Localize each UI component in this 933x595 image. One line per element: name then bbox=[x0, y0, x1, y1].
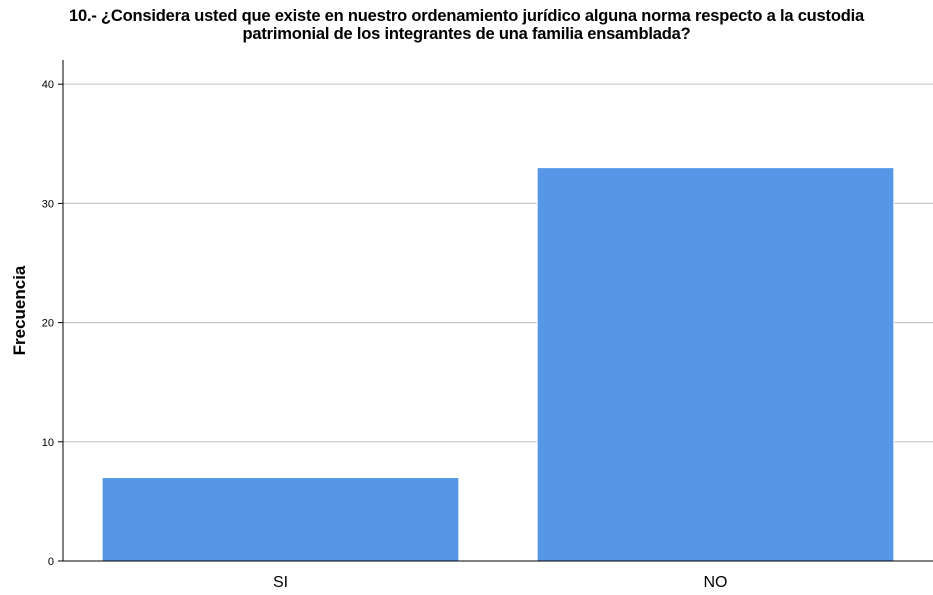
bars bbox=[101, 167, 895, 562]
chart-title: 10.- ¿Considera usted que existe en nues… bbox=[0, 7, 933, 43]
y-axis-title: Frecuencia bbox=[10, 265, 29, 355]
bar-no bbox=[536, 167, 895, 562]
labels: 0 10 20 30 40 SI NO Frecuencia bbox=[10, 79, 728, 591]
y-tick-label: 0 bbox=[48, 556, 54, 568]
chart-title-line-2: patrimonial de los integrantes de una fa… bbox=[242, 25, 691, 43]
chart-title-line-1: 10.- ¿Considera usted que existe en nues… bbox=[69, 7, 864, 25]
y-tick-label: 30 bbox=[42, 198, 54, 210]
axes bbox=[58, 60, 933, 562]
y-tick-label: 40 bbox=[42, 79, 54, 91]
y-tick-label: 10 bbox=[42, 437, 54, 449]
bar-si bbox=[101, 477, 460, 562]
x-category-label: NO bbox=[704, 574, 728, 591]
y-tick-label: 20 bbox=[42, 318, 54, 330]
x-category-label: SI bbox=[273, 574, 288, 591]
